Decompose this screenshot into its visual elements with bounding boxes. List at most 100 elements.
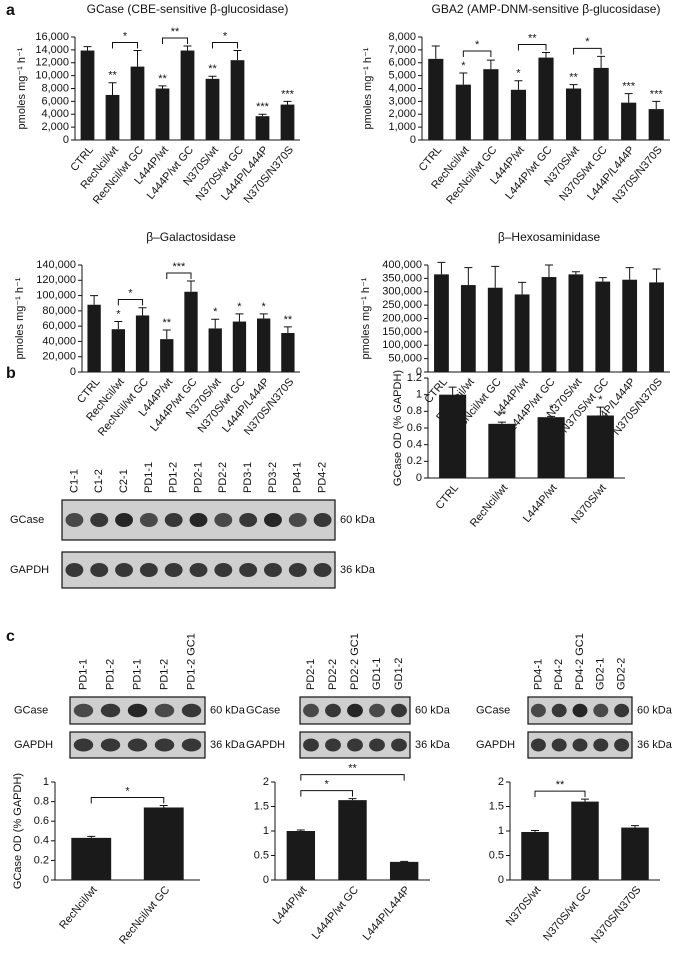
bar (338, 800, 367, 880)
blot-lane-label: PD4-2 (316, 462, 328, 493)
x-tick-label: CTRL (433, 482, 461, 512)
significance-label: * (598, 394, 603, 406)
blot-band (614, 738, 630, 752)
error-bar (133, 50, 142, 67)
error-bar (624, 93, 633, 103)
blot-band (530, 703, 546, 718)
y-axis-label: pmoles mg⁻¹ h⁻¹ (16, 47, 28, 129)
y-tick-label: 10,000 (35, 70, 69, 82)
comparison-label: ** (528, 32, 537, 44)
significance-label: ** (158, 73, 167, 85)
blot-lane-label: GD1-2 (393, 658, 405, 690)
x-tick-label: N370S/N370S (611, 376, 665, 438)
y-tick-label: 1 (263, 825, 269, 837)
blot-row-label: GCase (14, 704, 48, 716)
y-tick-label: 250,000 (382, 299, 422, 311)
y-tick-label: 50,000 (388, 353, 422, 365)
y-tick-label: 0.8 (34, 796, 49, 808)
chart-title: β–Hexosaminidase (498, 230, 601, 244)
bar (208, 328, 222, 372)
blot-row-label: GAPDH (14, 739, 53, 751)
blot-band (347, 703, 363, 718)
error-bar (258, 113, 267, 117)
significance-label: * (237, 301, 242, 313)
panel-label: a (6, 2, 15, 19)
blot-size-label: 60 kDa (637, 704, 673, 716)
blot-band (65, 513, 84, 527)
bar (595, 281, 611, 372)
blot-band (100, 703, 121, 718)
y-tick-label: 0.5 (489, 849, 504, 861)
y-tick-label: 0.5 (254, 849, 269, 861)
error-bar (598, 277, 607, 282)
error-bar (625, 267, 634, 280)
bar (514, 294, 530, 372)
bar (230, 60, 245, 140)
blot-lane-label: PD1-2 (168, 462, 180, 493)
y-axis-label: pmoles mg⁻¹ h⁻¹ (14, 277, 26, 359)
bar (621, 102, 637, 140)
blot-band (139, 563, 158, 577)
bar (586, 415, 614, 478)
bar (389, 861, 419, 880)
bar (232, 321, 247, 372)
error-bar (431, 45, 440, 59)
y-tick-label: 1 (416, 389, 422, 401)
y-tick-label: 60,000 (42, 320, 76, 332)
y-tick-label: 1 (498, 825, 504, 837)
comparison-bracket (300, 774, 405, 781)
significance-label: * (116, 308, 121, 320)
comparison-label: * (125, 785, 130, 797)
error-bar (596, 406, 605, 416)
x-tick-label: N370S/wt (504, 884, 544, 928)
y-tick-label: 2 (263, 776, 269, 788)
y-tick-label: 0 (416, 472, 422, 484)
y-tick-label: 2,000 (41, 121, 69, 133)
blot-band (214, 513, 233, 527)
error-bar (208, 75, 217, 79)
comparison-label: * (223, 30, 228, 42)
bar (488, 423, 516, 478)
blot-band (264, 563, 282, 577)
blot-lane-label: PD1-1 (143, 462, 155, 493)
bar (537, 417, 565, 478)
significance-label: * (549, 403, 554, 415)
blot-lane-label: PD4-1 (532, 659, 544, 690)
significance-label: *** (281, 88, 295, 100)
blot-band (391, 738, 407, 752)
bar (205, 78, 220, 140)
blot-band (369, 738, 385, 752)
blot-row-label: GAPDH (476, 739, 515, 751)
blot-band (115, 513, 133, 527)
bar (622, 279, 638, 372)
y-axis-label: pmoles mg⁻¹ h⁻¹ (362, 47, 374, 129)
blot-band (572, 703, 588, 718)
y-tick-label: 0.4 (34, 835, 49, 847)
bar (286, 831, 316, 880)
error-bar (514, 80, 523, 90)
blot-band (154, 738, 175, 752)
y-tick-label: 7,000 (388, 44, 416, 56)
error-bar (491, 265, 500, 288)
comparison-bracket (300, 790, 353, 797)
blot-band (181, 738, 202, 752)
y-tick-label: 0 (498, 874, 504, 886)
comparison-label: ** (556, 779, 565, 791)
comparison-label: * (475, 39, 480, 51)
blot-row-label: GAPDH (246, 739, 285, 751)
y-tick-label: 1.5 (489, 800, 504, 812)
blot-lane-label: C2-1 (118, 469, 130, 493)
y-tick-label: 0 (410, 134, 416, 146)
comparison-label: * (325, 779, 330, 791)
x-tick-label: N370S/wt GC (541, 884, 593, 943)
blot-band (572, 738, 588, 752)
blot-lane-label: PD4-1 (292, 462, 304, 493)
error-bar (545, 264, 553, 278)
blot-lane-label: C1-2 (93, 469, 105, 493)
blot-lane-label: PD2-2 (327, 659, 339, 690)
bar (428, 58, 444, 141)
significance-label: ** (569, 72, 578, 84)
y-tick-label: 6,000 (41, 95, 69, 107)
error-bar (531, 830, 539, 832)
bar (571, 801, 599, 880)
